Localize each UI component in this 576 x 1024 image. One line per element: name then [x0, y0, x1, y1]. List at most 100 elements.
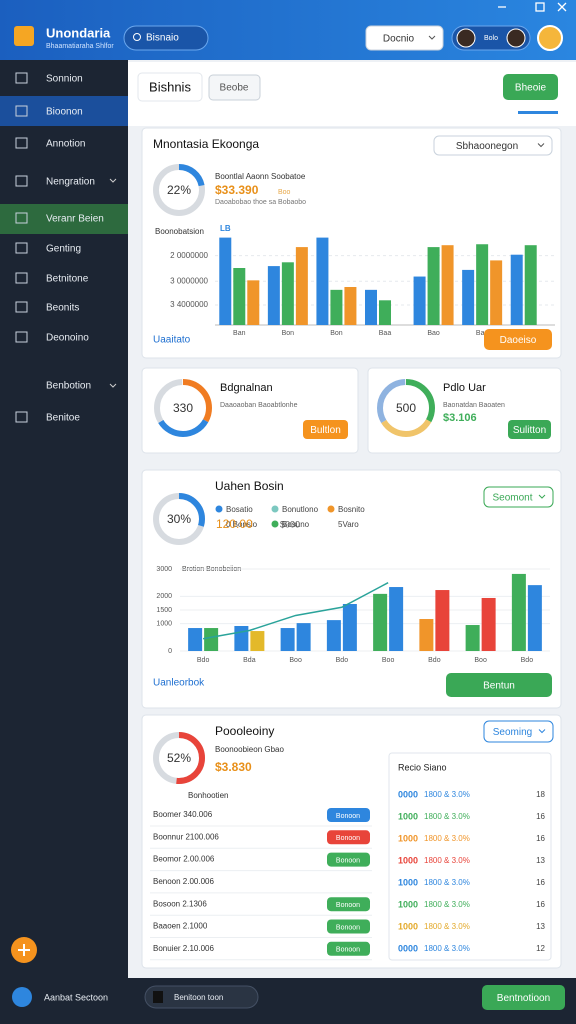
nav-item[interactable]: Sonnion: [46, 74, 83, 85]
tab[interactable]: [208, 74, 261, 101]
count: 16: [536, 812, 545, 821]
select[interactable]: [365, 25, 444, 51]
bar: [511, 573, 526, 651]
status-bg[interactable]: [327, 830, 370, 845]
footer-button-bg[interactable]: [482, 985, 565, 1010]
nav-section[interactable]: Benbotion: [46, 381, 91, 392]
legend-label: Bosuno: [282, 520, 310, 529]
footer-title: Aanbat Sectoon: [44, 992, 108, 1002]
legend-dot: [271, 520, 279, 528]
logo: [14, 26, 34, 46]
app-subtitle: Bhaamatiaraha Shlfor: [46, 43, 114, 50]
nav-item[interactable]: Beonits: [46, 303, 79, 314]
legend: LB: [220, 224, 231, 233]
tab[interactable]: [137, 72, 203, 102]
legend-dot: [215, 505, 223, 513]
status-bg[interactable]: [327, 852, 370, 867]
status-bg[interactable]: [327, 941, 370, 956]
code: 1000: [398, 833, 418, 843]
status[interactable]: Bonoon: [336, 947, 360, 954]
footer-select-label[interactable]: Benitoon toon: [174, 993, 223, 1002]
panel-title: Recio Siano: [398, 762, 447, 772]
select-label[interactable]: Seoming: [493, 727, 532, 738]
button[interactable]: Daoeiso: [500, 335, 537, 346]
status[interactable]: Bonoon: [336, 902, 360, 909]
nav-item[interactable]: Veranr Beien: [46, 214, 104, 225]
bar: [247, 280, 260, 325]
search[interactable]: [123, 25, 209, 51]
status-bg[interactable]: [327, 897, 370, 912]
action-button-bg[interactable]: [503, 74, 558, 100]
status[interactable]: Bonoon: [336, 857, 360, 864]
row-text: 1800 & 3.0%: [424, 922, 470, 931]
x-tick-label: Bdo: [197, 657, 210, 664]
code: 0000: [398, 943, 418, 953]
caption: Daoabobao thoe sa Bobaobo: [215, 199, 306, 206]
nav-icon: [15, 137, 28, 149]
fab-plus: [18, 944, 30, 956]
nav-item[interactable]: Nengration: [46, 177, 95, 188]
row-text: 1800 & 3.0%: [424, 790, 470, 799]
stat: $000: [280, 519, 300, 529]
nav-icon: [15, 72, 28, 84]
status-bg[interactable]: [327, 919, 370, 934]
select-label[interactable]: Docnio: [383, 34, 415, 45]
caption: Daaoaoban Baoabtlonhe: [220, 402, 298, 409]
legend-label: Bosnito: [338, 505, 365, 514]
x-tick-label: Ban: [476, 330, 489, 337]
search-text[interactable]: Bisnaio: [146, 33, 179, 44]
nav-icon: [15, 272, 28, 284]
window-controls: [498, 2, 567, 12]
link[interactable]: Uanleorbok: [153, 678, 205, 689]
donut-arc: [153, 493, 205, 545]
count: 18: [536, 790, 545, 799]
select-label[interactable]: Sbhaoonegon: [456, 141, 518, 152]
button-bg[interactable]: [484, 329, 552, 350]
tab-label[interactable]: Bishnis: [149, 79, 191, 94]
ring: [154, 379, 212, 437]
footer-select[interactable]: [144, 985, 259, 1009]
stat: $3.830: [215, 760, 252, 774]
button-bg[interactable]: [508, 420, 551, 439]
button-bg[interactable]: [303, 420, 348, 439]
code: 0000: [398, 789, 418, 799]
button[interactable]: Bentun: [483, 681, 515, 692]
tab-label[interactable]: Beobe: [220, 83, 249, 94]
nav-item[interactable]: Deonoino: [46, 333, 89, 344]
footer: [0, 978, 576, 1024]
select[interactable]: [483, 486, 554, 508]
select-label[interactable]: Seomont: [492, 493, 532, 504]
nav-item[interactable]: Annotion: [46, 139, 85, 150]
chevron: [109, 178, 117, 183]
code: 1000: [398, 899, 418, 909]
status[interactable]: Bonoon: [336, 924, 360, 931]
select[interactable]: [433, 135, 553, 156]
status[interactable]: Bonoon: [336, 835, 360, 842]
link[interactable]: Uaaitato: [153, 335, 191, 346]
button[interactable]: Bultlon: [310, 425, 341, 436]
x-tick-label: Bdo: [428, 657, 441, 664]
bar: [527, 585, 542, 651]
x-tick-label: Bon: [282, 330, 295, 337]
footer-button[interactable]: Bentnotioon: [497, 993, 550, 1004]
subtitle: Bonhootien: [188, 791, 228, 800]
nav-item[interactable]: Benitoe: [46, 413, 80, 424]
button[interactable]: Sulitton: [513, 425, 546, 436]
row-label: Bosoon 2.1306: [153, 899, 207, 908]
action-button[interactable]: Bheoie: [515, 83, 547, 94]
button-bg[interactable]: [446, 673, 552, 697]
nav-item[interactable]: Genting: [46, 244, 81, 255]
nav-item[interactable]: Betnitone: [46, 274, 89, 285]
nav-item[interactable]: Bioonon: [46, 107, 83, 118]
bar: [295, 247, 308, 325]
nav-icon: [15, 411, 28, 423]
avatar: [456, 28, 476, 48]
toolbar: [128, 62, 576, 126]
bar: [281, 262, 294, 325]
bar: [280, 628, 295, 651]
row-label: Beomor 2.00.006: [153, 855, 215, 864]
select[interactable]: [483, 720, 554, 743]
status-bg[interactable]: [327, 808, 370, 822]
status[interactable]: Bonoon: [336, 813, 360, 820]
